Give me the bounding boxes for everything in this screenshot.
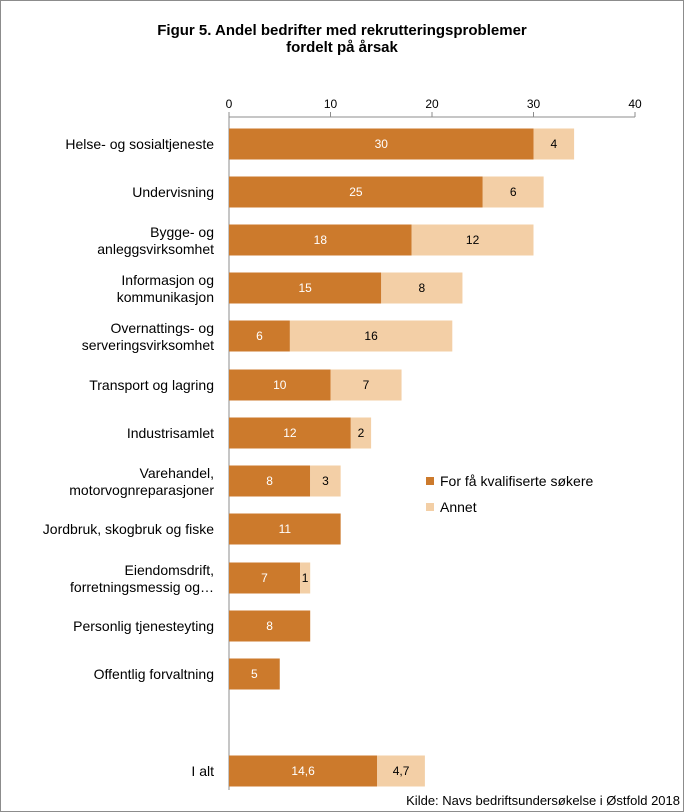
bar-other bbox=[350, 417, 372, 449]
category-label: Varehandel, bbox=[140, 465, 214, 481]
bar-value-label: 6 bbox=[256, 329, 263, 343]
bar-value-label: 25 bbox=[349, 185, 363, 199]
category-label: Offentlig forvaltning bbox=[94, 666, 214, 682]
bar-qualified bbox=[229, 417, 351, 449]
category-label: Informasjon og bbox=[121, 272, 214, 288]
bar-value-label: 5 bbox=[251, 667, 258, 681]
bar-qualified bbox=[229, 755, 378, 787]
category-label: Eiendomsdrift, bbox=[125, 562, 214, 578]
bar-value-label: 30 bbox=[375, 137, 389, 151]
chart-title-line2: fordelt på årsak bbox=[286, 39, 398, 56]
category-label: Helse- og sosialtjeneste bbox=[65, 136, 214, 152]
x-tick-label: 10 bbox=[324, 97, 338, 111]
bar-value-label: 8 bbox=[266, 619, 273, 633]
x-tick-label: 0 bbox=[226, 97, 233, 111]
legend-swatch bbox=[426, 503, 434, 511]
bar-qualified bbox=[229, 369, 331, 401]
bar-other bbox=[411, 224, 534, 256]
bar-qualified bbox=[229, 272, 382, 304]
bar-value-label: 8 bbox=[419, 281, 426, 295]
bar-other bbox=[377, 755, 425, 787]
bar-other bbox=[310, 465, 341, 497]
bar-value-label: 6 bbox=[510, 185, 517, 199]
bar-value-label: 3 bbox=[322, 474, 329, 488]
bar-value-label: 7 bbox=[261, 571, 268, 585]
source-note: Kilde: Navs bedriftsundersøkelse i Østfo… bbox=[406, 793, 680, 808]
category-label: motorvognreparasjoner bbox=[69, 482, 214, 498]
bar-qualified bbox=[229, 224, 412, 256]
bar-other bbox=[533, 128, 575, 160]
category-label: serveringsvirksomhet bbox=[82, 337, 214, 353]
bar-qualified bbox=[229, 465, 311, 497]
bar-qualified bbox=[229, 128, 534, 160]
category-label: Bygge- og bbox=[150, 224, 214, 240]
bar-other bbox=[381, 272, 463, 304]
x-tick-label: 30 bbox=[527, 97, 541, 111]
bar-qualified bbox=[229, 562, 301, 594]
bar-value-label: 1 bbox=[302, 571, 309, 585]
bar-qualified bbox=[229, 176, 483, 208]
bar-value-label: 18 bbox=[314, 233, 328, 247]
x-tick-label: 20 bbox=[425, 97, 439, 111]
bar-qualified bbox=[229, 610, 311, 642]
legend-label: For få kvalifiserte søkere bbox=[440, 473, 593, 489]
bar-qualified bbox=[229, 658, 280, 690]
bar-value-label: 15 bbox=[298, 281, 312, 295]
bar-value-label: 2 bbox=[358, 426, 365, 440]
bar-other bbox=[300, 562, 311, 594]
bar-value-label: 14,6 bbox=[291, 764, 315, 778]
category-label: Jordbruk, skogbruk og fiske bbox=[43, 521, 214, 537]
bar-value-label: 4,7 bbox=[393, 764, 410, 778]
bar-value-label: 7 bbox=[363, 378, 370, 392]
bar-other bbox=[330, 369, 402, 401]
bar-value-label: 4 bbox=[550, 137, 557, 151]
bar-value-label: 12 bbox=[283, 426, 297, 440]
legend-swatch bbox=[426, 477, 434, 485]
bar-value-label: 11 bbox=[279, 522, 292, 536]
bar-value-label: 12 bbox=[466, 233, 480, 247]
chart-title-line1: Figur 5. Andel bedrifter med rekrutterin… bbox=[157, 22, 527, 39]
category-label: I alt bbox=[191, 763, 214, 779]
bar-other bbox=[482, 176, 544, 208]
category-label: Transport og lagring bbox=[89, 377, 214, 393]
bar-qualified bbox=[229, 513, 341, 545]
bar-value-label: 8 bbox=[266, 474, 273, 488]
category-label: Overnattings- og bbox=[111, 320, 215, 336]
bar-qualified bbox=[229, 320, 290, 352]
category-label: kommunikasjon bbox=[117, 289, 214, 305]
category-label: Industrisamlet bbox=[127, 425, 214, 441]
bar-value-label: 16 bbox=[364, 329, 378, 343]
category-label: forretningsmessig og… bbox=[70, 579, 214, 595]
bar-other bbox=[289, 320, 453, 352]
category-label: Personlig tjenesteyting bbox=[73, 618, 214, 634]
category-label: anleggsvirksomhet bbox=[97, 241, 214, 257]
legend-label: Annet bbox=[440, 499, 477, 515]
x-tick-label: 40 bbox=[628, 97, 642, 111]
bar-value-label: 10 bbox=[273, 378, 287, 392]
category-label: Undervisning bbox=[132, 184, 214, 200]
